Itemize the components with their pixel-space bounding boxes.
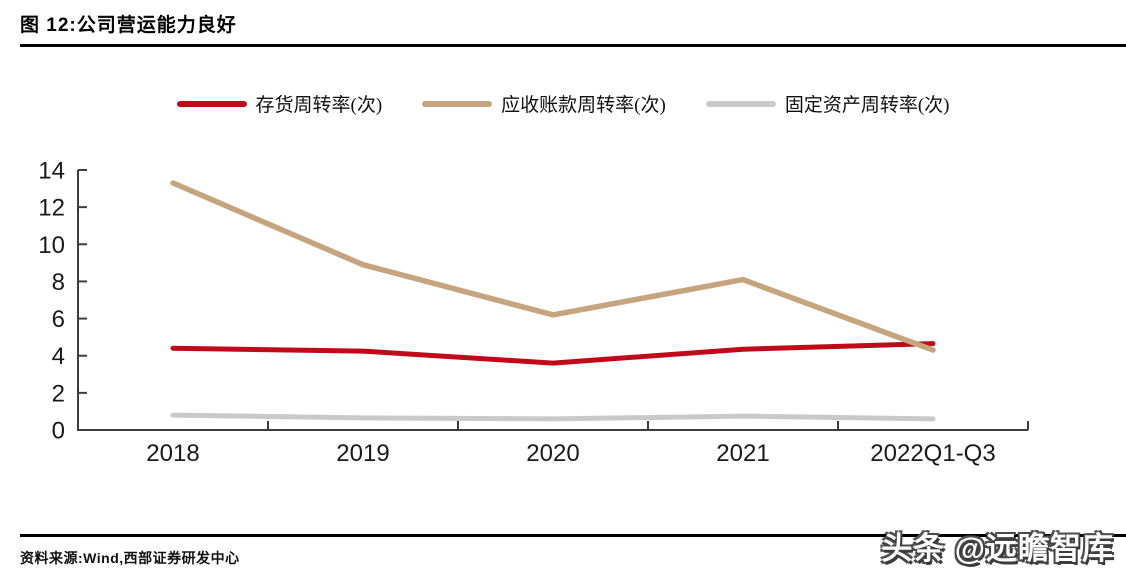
x-axis-tick-label: 2022Q1-Q3 [870,440,995,467]
x-axis-tick-label: 2018 [146,440,199,467]
figure-title: 图 12:公司营运能力良好 [20,15,237,36]
x-axis-tick-label: 2020 [526,440,579,467]
y-axis-tick-label: 12 [38,195,65,222]
y-axis-tick-label: 8 [52,269,65,296]
axis-lines [77,170,1028,431]
bottom-divider-rule [20,534,1126,537]
legend-label-receivables-turnover: 应收账款周转率(次) [501,95,666,116]
y-axis-tick-label: 14 [38,158,65,185]
top-divider-rule [20,44,1126,47]
x-axis-tick-label: 2021 [716,440,769,467]
y-axis-tick-label: 10 [38,232,65,259]
legend-label-fixed-asset-turnover: 固定资产周转率(次) [784,95,950,116]
series-line-2 [170,412,936,422]
watermark-text: 头条 @远瞻智库 [881,531,1114,566]
legend-swatch-inventory-turnover [176,100,247,107]
y-axis-tick-label: 2 [52,380,65,407]
source-note: 资料来源:Wind,西部证券研发中心 [20,550,240,566]
y-axis-tick-label: 4 [52,343,65,370]
legend-swatch-fixed-asset-turnover [705,100,776,107]
y-axis-tick-label: 0 [52,418,65,445]
series-line-0 [170,341,936,366]
y-axis-tick-label: 6 [52,306,65,333]
legend-item-inventory-turnover: 存货周转率(次) [176,90,383,117]
legend-label-inventory-turnover: 存货周转率(次) [255,95,383,116]
x-axis-tick-label: 2019 [336,440,389,467]
legend-item-fixed-asset-turnover: 固定资产周转率(次) [705,90,950,117]
legend-swatch-receivables-turnover [422,100,493,107]
legend-item-receivables-turnover: 应收账款周转率(次) [422,90,666,117]
chart-legend: 存货周转率(次) 应收账款周转率(次) 固定资产周转率(次) [0,90,1126,117]
series-line-1 [170,180,936,353]
